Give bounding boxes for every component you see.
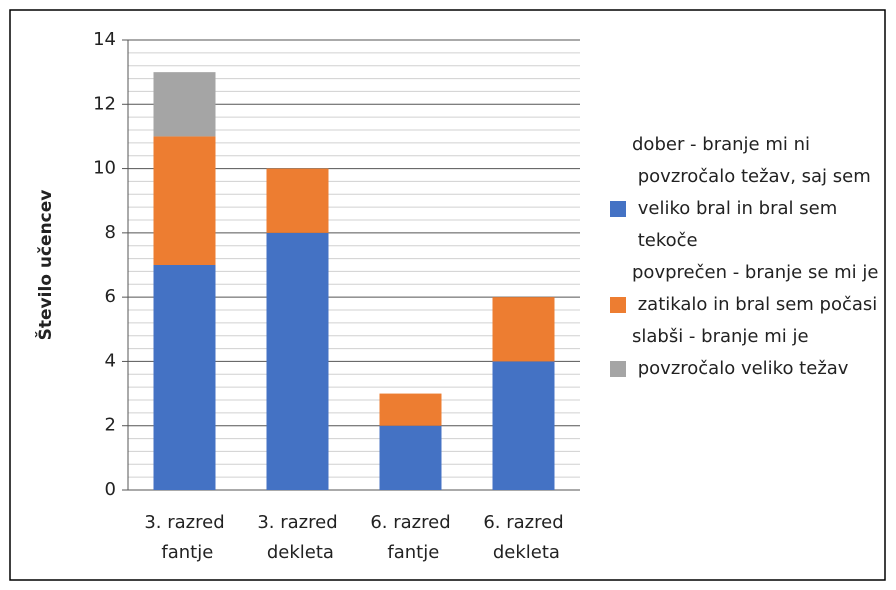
x-tick-label: 6. razred fantje (370, 512, 450, 563)
bar-segment (266, 168, 329, 233)
x-tick-label: 6. razred dekleta (483, 512, 563, 563)
legend-marker (610, 201, 626, 217)
y-tick-label: 2 (105, 415, 116, 436)
legend-label: dober - branje mi ni povzročalo težav, s… (632, 134, 871, 251)
legend-marker (610, 361, 626, 377)
legend-label: povprečen - branje se mi je zatikalo in … (632, 262, 878, 315)
bar-segment (266, 232, 329, 490)
y-tick-label: 10 (93, 158, 116, 179)
x-tick-label: 3. razred dekleta (257, 512, 337, 563)
bar-segment (379, 425, 442, 490)
bar-segment (379, 393, 442, 426)
y-axis-label: Število učencev (34, 190, 56, 341)
y-tick-label: 6 (105, 286, 116, 307)
y-tick-label: 8 (105, 222, 116, 243)
x-tick-label: 3. razred fantje (144, 512, 224, 563)
bar-segment (153, 72, 216, 137)
y-tick-label: 0 (105, 479, 116, 500)
y-tick-label: 12 (93, 93, 116, 114)
bar-segment (153, 136, 216, 265)
legend-marker (610, 297, 626, 313)
y-tick-label: 4 (105, 350, 116, 371)
legend-label: slabši - branje mi je povzročalo veliko … (632, 326, 849, 379)
bar-segment (492, 361, 555, 490)
y-tick-label: 14 (93, 29, 116, 50)
bar-segment (492, 297, 555, 362)
bar-segment (153, 265, 216, 490)
